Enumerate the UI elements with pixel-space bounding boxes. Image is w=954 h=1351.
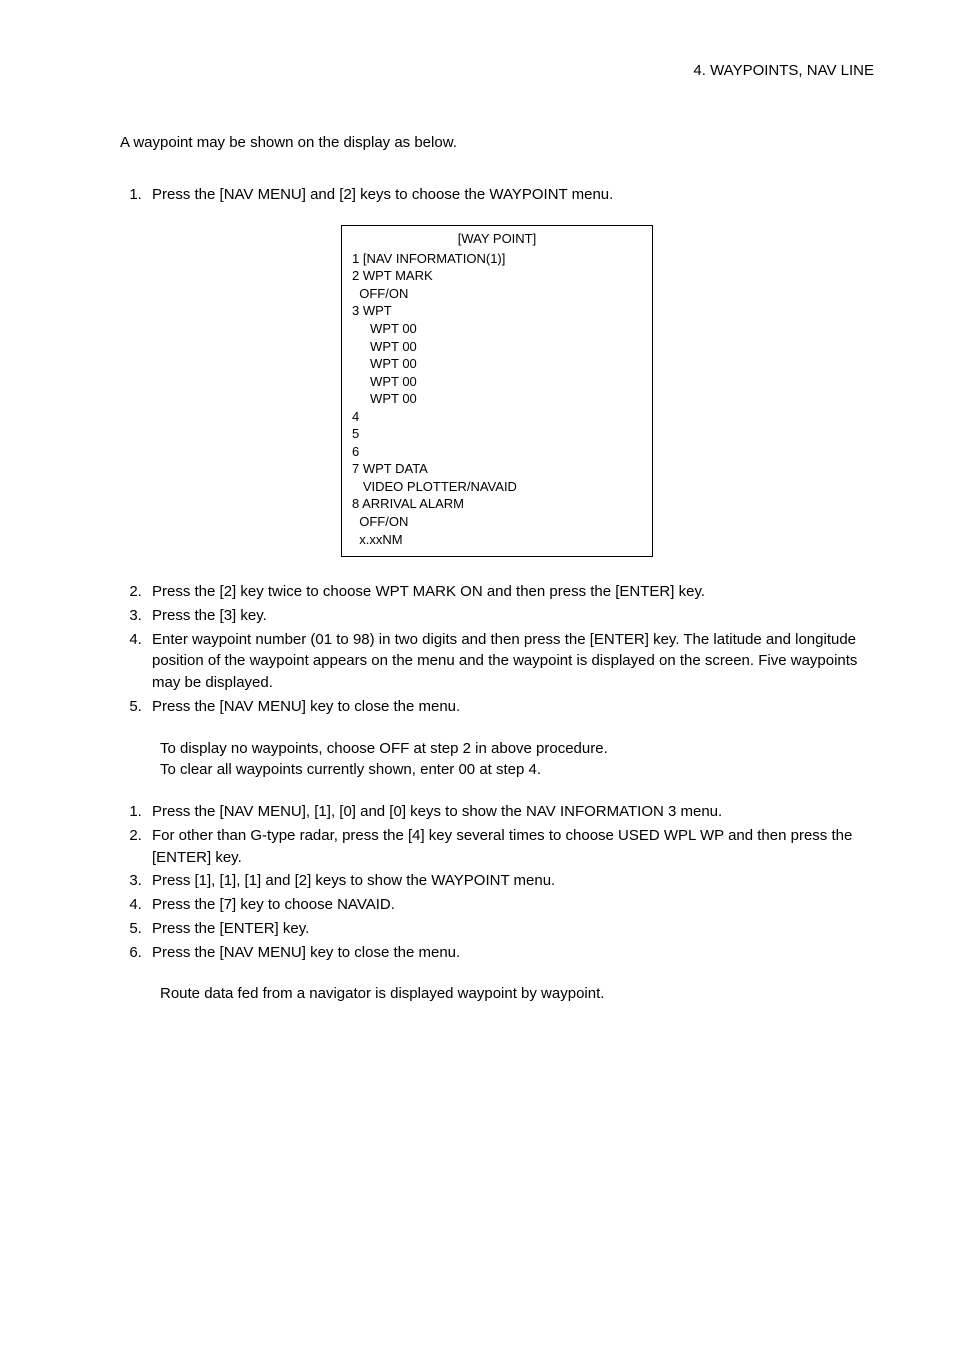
step-item: Press the [ENTER] key. bbox=[146, 918, 874, 940]
menu-line: 8 ARRIVAL ALARM bbox=[352, 495, 642, 513]
menu-line: OFF/ON bbox=[352, 513, 642, 531]
menu-line: 6 bbox=[352, 443, 642, 461]
steps-list-2: Press the [NAV MENU], [1], [0] and [0] k… bbox=[120, 801, 874, 963]
menu-line: OFF/ON bbox=[352, 285, 642, 303]
step-item: Press the [2] key twice to choose WPT MA… bbox=[146, 581, 874, 603]
step-item: Press the [NAV MENU], [1], [0] and [0] k… bbox=[146, 801, 874, 823]
menu-line: 1 [NAV INFORMATION(1)] bbox=[352, 250, 642, 268]
menu-line: 2 WPT MARK bbox=[352, 267, 642, 285]
page-header: 4. WAYPOINTS, NAV LINE bbox=[120, 60, 874, 82]
menu-line: WPT 00 bbox=[352, 390, 642, 408]
step-item: Press [1], [1], [1] and [2] keys to show… bbox=[146, 870, 874, 892]
waypoint-menu-box: [WAY POINT] 1 [NAV INFORMATION(1)] 2 WPT… bbox=[341, 225, 653, 557]
step-item: Enter waypoint number (01 to 98) in two … bbox=[146, 629, 874, 694]
step-item: Press the [NAV MENU] key to close the me… bbox=[146, 696, 874, 718]
step-item: Press the [NAV MENU] and [2] keys to cho… bbox=[146, 184, 874, 206]
menu-line: WPT 00 bbox=[352, 355, 642, 373]
menu-line: VIDEO PLOTTER/NAVAID bbox=[352, 478, 642, 496]
menu-line: 3 WPT bbox=[352, 302, 642, 320]
menu-line: 4 bbox=[352, 408, 642, 426]
note-text-line2: To clear all waypoints currently shown, … bbox=[160, 761, 541, 778]
note-text: To display no waypoints, choose OFF at s… bbox=[160, 740, 608, 757]
menu-line: WPT 00 bbox=[352, 338, 642, 356]
note-text: Route data fed from a navigator is displ… bbox=[160, 985, 604, 1002]
menu-line: WPT 00 bbox=[352, 373, 642, 391]
step-item: Press the [NAV MENU] key to close the me… bbox=[146, 942, 874, 964]
steps-list-1b: Press the [2] key twice to choose WPT MA… bbox=[120, 581, 874, 718]
note-paragraph-2: Route data fed from a navigator is displ… bbox=[160, 983, 874, 1005]
steps-list-1: Press the [NAV MENU] and [2] keys to cho… bbox=[120, 184, 874, 206]
menu-line: 7 WPT DATA bbox=[352, 460, 642, 478]
step-item: Press the [3] key. bbox=[146, 605, 874, 627]
menu-line: 5 bbox=[352, 425, 642, 443]
step-item: For other than G-type radar, press the [… bbox=[146, 825, 874, 869]
step-item: Press the [7] key to choose NAVAID. bbox=[146, 894, 874, 916]
note-paragraph: To display no waypoints, choose OFF at s… bbox=[160, 738, 874, 782]
menu-box-title: [WAY POINT] bbox=[352, 230, 642, 248]
menu-line: x.xxNM bbox=[352, 531, 642, 549]
menu-line: WPT 00 bbox=[352, 320, 642, 338]
section-intro: A waypoint may be shown on the display a… bbox=[120, 132, 874, 154]
